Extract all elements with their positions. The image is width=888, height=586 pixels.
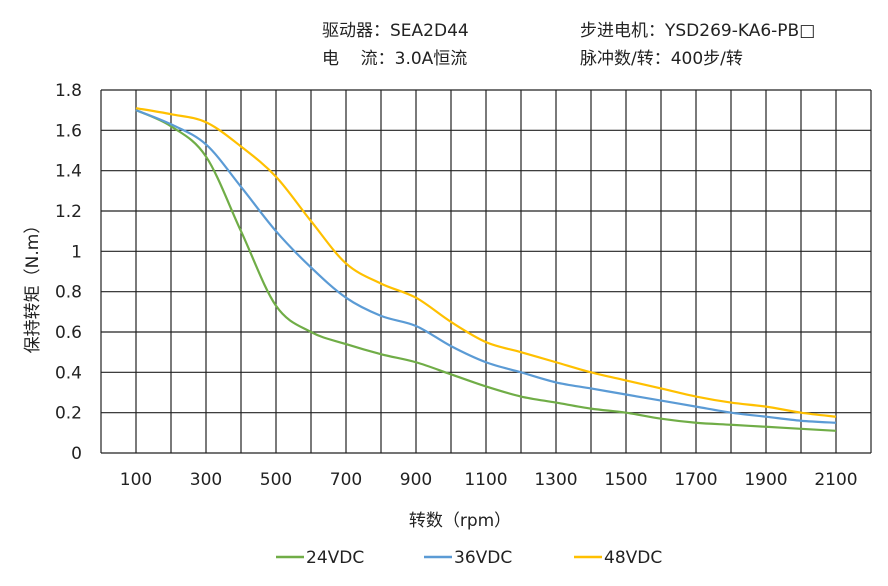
driver-info: 驱动器：SEA2D44 (322, 16, 469, 41)
motor-info: 步进电机：YSD269-KA6-PB□ (580, 16, 815, 41)
y-tick-label: 1.2 (55, 202, 82, 222)
driver-value: SEA2D44 (390, 21, 469, 41)
x-tick-label: 1900 (744, 470, 787, 490)
y-axis-label: 保持转矩（N.m） (23, 217, 43, 354)
y-tick-label: 0.8 (55, 283, 82, 303)
current-value: 3.0A恒流 (394, 49, 468, 69)
x-tick-label: 100 (120, 470, 152, 490)
y-tick-label: 0.2 (55, 404, 82, 424)
y-tick-label: 1.6 (55, 121, 82, 141)
x-tick-labels: 100 300 500 700 900 1100 1300 1500 1700 1900 2100 (120, 470, 858, 490)
motor-label: 步进电机： (580, 21, 665, 41)
x-axis-label: 转数（rpm） (409, 511, 511, 531)
x-tick-label: 1300 (534, 470, 577, 490)
pulse-label: 脉冲数/转： (580, 49, 671, 69)
x-tick-label: 1500 (604, 470, 647, 490)
x-tick-label: 1100 (464, 470, 507, 490)
x-tick-label: 1700 (674, 470, 717, 490)
y-tick-label: 1.8 (55, 81, 82, 101)
legend: 24VDC 36VDC 48VDC (276, 548, 662, 568)
legend-label: 36VDC (454, 548, 512, 568)
current-info: 电 流：3.0A恒流 (322, 44, 467, 69)
pulse-info: 脉冲数/转：400步/转 (580, 44, 743, 69)
series-line-24vdc (135, 109, 837, 432)
y-tick-label: 0.4 (55, 363, 82, 383)
x-tick-label: 2100 (814, 470, 857, 490)
x-tick-label: 500 (260, 470, 292, 490)
y-tick-label: 1.4 (55, 162, 82, 182)
y-tick-labels: 0 0.2 0.4 0.6 0.8 1 1.2 1.4 1.6 1.8 (55, 81, 82, 464)
series-line-48vdc (135, 107, 837, 418)
x-tick-label: 900 (400, 470, 432, 490)
driver-label: 驱动器： (322, 21, 390, 41)
x-tick-label: 300 (190, 470, 222, 490)
series-lines (135, 107, 837, 432)
motor-value: YSD269-KA6-PB□ (665, 21, 816, 41)
y-tick-label: 0.6 (55, 323, 82, 343)
y-tick-label: 1 (71, 242, 82, 262)
grid (100, 89, 872, 454)
legend-label: 48VDC (604, 548, 662, 568)
pulse-value: 400步/转 (670, 49, 743, 69)
x-tick-label: 700 (330, 470, 362, 490)
series-line-36vdc (135, 109, 837, 424)
legend-label: 24VDC (306, 548, 364, 568)
y-tick-label: 0 (71, 444, 82, 464)
current-label: 电 流： (322, 49, 395, 69)
